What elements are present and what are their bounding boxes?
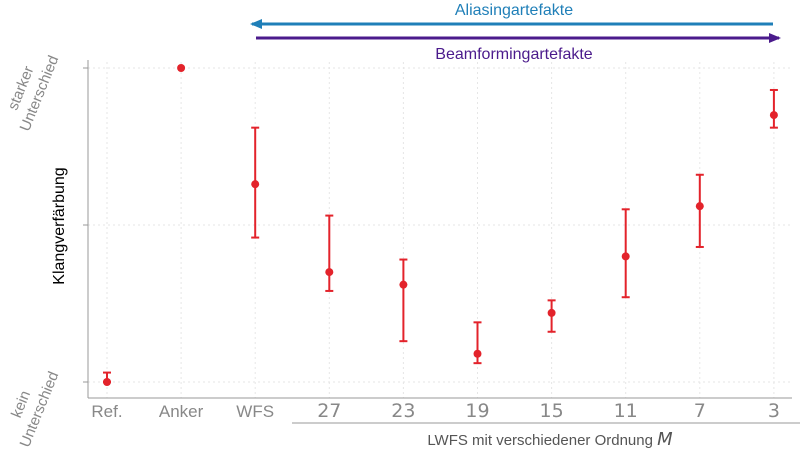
aliasing-label: Aliasingartefakte xyxy=(455,2,573,19)
data-point-5 xyxy=(473,349,482,358)
data-point-0 xyxy=(103,378,111,386)
y-tick-label-top: starker Unterschied xyxy=(0,46,62,134)
y-tick-label-bottom: kein Unterschied xyxy=(0,362,62,450)
data-point-6 xyxy=(547,308,556,317)
x-tick-label-4: 23 xyxy=(391,400,415,422)
data-point-7 xyxy=(621,252,630,261)
x-tick-label-8: 7 xyxy=(694,400,706,422)
data-point-8 xyxy=(695,202,704,211)
x-tick-label-5: 19 xyxy=(465,400,489,422)
x-axis-title-symbol: M xyxy=(657,429,673,450)
x-tick-label-9: 3 xyxy=(768,400,780,422)
x-axis-title-text: LWFS mit verschiedener Ordnung xyxy=(427,432,653,449)
x-axis-title: LWFS mit verschiedener Ordnung M xyxy=(427,429,673,450)
beamforming-annotation: Beamformingartefakte xyxy=(256,33,781,63)
data-point-4 xyxy=(399,280,408,289)
data-point-3 xyxy=(325,268,334,277)
x-tick-labels: Ref. Anker WFS 27 23 19 15 11 7 3 xyxy=(91,400,780,422)
axes xyxy=(83,60,792,399)
data-point-2 xyxy=(251,180,260,189)
x-tick-label-1: Anker xyxy=(159,402,204,421)
x-tick-label-0: Ref. xyxy=(91,402,122,421)
x-tick-label-7: 11 xyxy=(614,400,638,422)
data-marks xyxy=(103,64,778,386)
data-point-9 xyxy=(769,111,778,120)
x-tick-label-3: 27 xyxy=(317,400,341,422)
aliasing-annotation: Aliasingartefakte xyxy=(250,2,773,29)
y-axis-title: Klangverfärbung xyxy=(51,167,68,284)
data-point-1 xyxy=(177,64,186,72)
x-tick-label-2: WFS xyxy=(236,402,274,421)
grid xyxy=(88,62,792,398)
beamforming-label: Beamformingartefakte xyxy=(435,46,593,63)
x-tick-label-6: 15 xyxy=(540,400,564,422)
